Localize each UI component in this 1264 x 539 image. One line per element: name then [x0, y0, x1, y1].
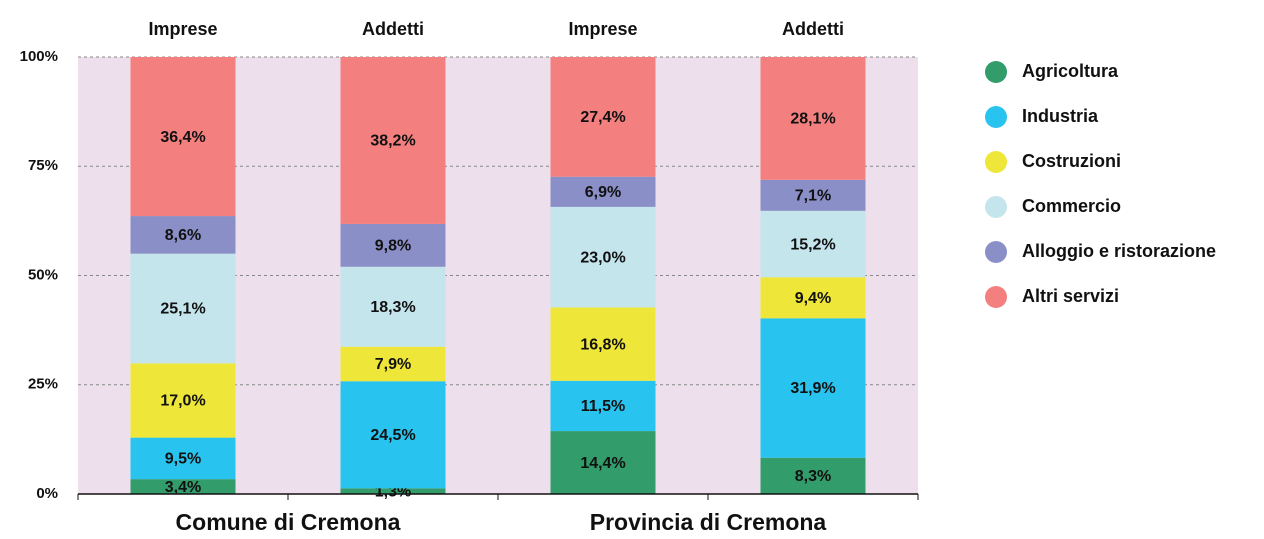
- bar-segment: [550, 431, 656, 494]
- bar-segment: [130, 479, 236, 494]
- category-label: Imprese: [148, 19, 217, 39]
- value-label: 24,5%: [370, 427, 415, 444]
- category-label: Addetti: [782, 19, 844, 39]
- value-label: 15,2%: [790, 236, 835, 253]
- legend-marker: [985, 61, 1007, 83]
- legend-label: Industria: [1022, 106, 1099, 126]
- bar-segment: [550, 206, 656, 308]
- value-label: 9,4%: [795, 290, 831, 307]
- value-label: 23,0%: [580, 249, 625, 266]
- legend-marker: [985, 196, 1007, 218]
- bar-segment: [550, 57, 656, 177]
- value-label: 18,3%: [370, 299, 415, 316]
- bar-segment: [130, 363, 236, 438]
- bar-segment: [760, 57, 866, 180]
- legend-marker: [985, 286, 1007, 308]
- value-label: 28,1%: [790, 111, 835, 128]
- value-label: 17,0%: [160, 393, 205, 410]
- bar-segment: [130, 253, 236, 364]
- bar-segment: [340, 266, 446, 347]
- value-label: 25,1%: [160, 301, 205, 318]
- bar-segment: [340, 223, 446, 267]
- legend-label: Altri servizi: [1022, 286, 1119, 306]
- value-label: 38,2%: [370, 133, 415, 150]
- legend-label: Commercio: [1022, 196, 1121, 216]
- bar-segment: [760, 318, 866, 458]
- value-label: 31,9%: [790, 380, 835, 397]
- legend-label: Alloggio e ristorazione: [1022, 241, 1216, 261]
- legend-label: Agricoltura: [1022, 61, 1119, 81]
- value-label: 9,8%: [375, 238, 411, 255]
- bar-segment: [760, 457, 866, 494]
- bar-segment: [760, 277, 866, 319]
- y-tick-label: 25%: [28, 376, 58, 393]
- bar-segment: [760, 179, 866, 211]
- bar-segment: [340, 381, 446, 489]
- legend-marker: [985, 106, 1007, 128]
- legend-marker: [985, 241, 1007, 263]
- value-label: 14,4%: [580, 455, 625, 472]
- bar-segment: [550, 307, 656, 381]
- group-label: Comune di Cremona: [176, 509, 401, 535]
- value-label: 3,4%: [165, 479, 201, 496]
- bar-segment: [340, 488, 446, 494]
- bar-segment: [130, 437, 236, 480]
- y-tick-label: 0%: [36, 485, 58, 502]
- bar-segment: [550, 176, 656, 207]
- category-label: Addetti: [362, 19, 424, 39]
- bar-segment: [760, 210, 866, 278]
- group-label: Provincia di Cremona: [590, 509, 827, 535]
- value-label: 8,6%: [165, 227, 201, 244]
- value-label: 8,3%: [795, 468, 831, 485]
- value-label: 27,4%: [580, 109, 625, 126]
- value-label: 9,5%: [165, 451, 201, 468]
- bar-segment: [340, 346, 446, 382]
- legend-label: Costruzioni: [1022, 151, 1121, 171]
- value-label: 16,8%: [580, 336, 625, 353]
- value-label: 11,5%: [581, 398, 625, 415]
- legend-marker: [985, 151, 1007, 173]
- y-tick-label: 50%: [28, 266, 58, 283]
- bar-segment: [130, 57, 236, 217]
- bar-segment: [550, 380, 656, 432]
- value-label: 7,1%: [795, 188, 831, 205]
- y-tick-label: 75%: [28, 157, 58, 174]
- category-label: Imprese: [568, 19, 637, 39]
- bar-segment: [130, 216, 236, 254]
- value-label: 6,9%: [585, 184, 621, 201]
- value-label: 7,9%: [375, 356, 411, 373]
- bar-segment: [340, 57, 446, 224]
- y-tick-label: 100%: [20, 48, 58, 65]
- value-label: 36,4%: [160, 129, 205, 146]
